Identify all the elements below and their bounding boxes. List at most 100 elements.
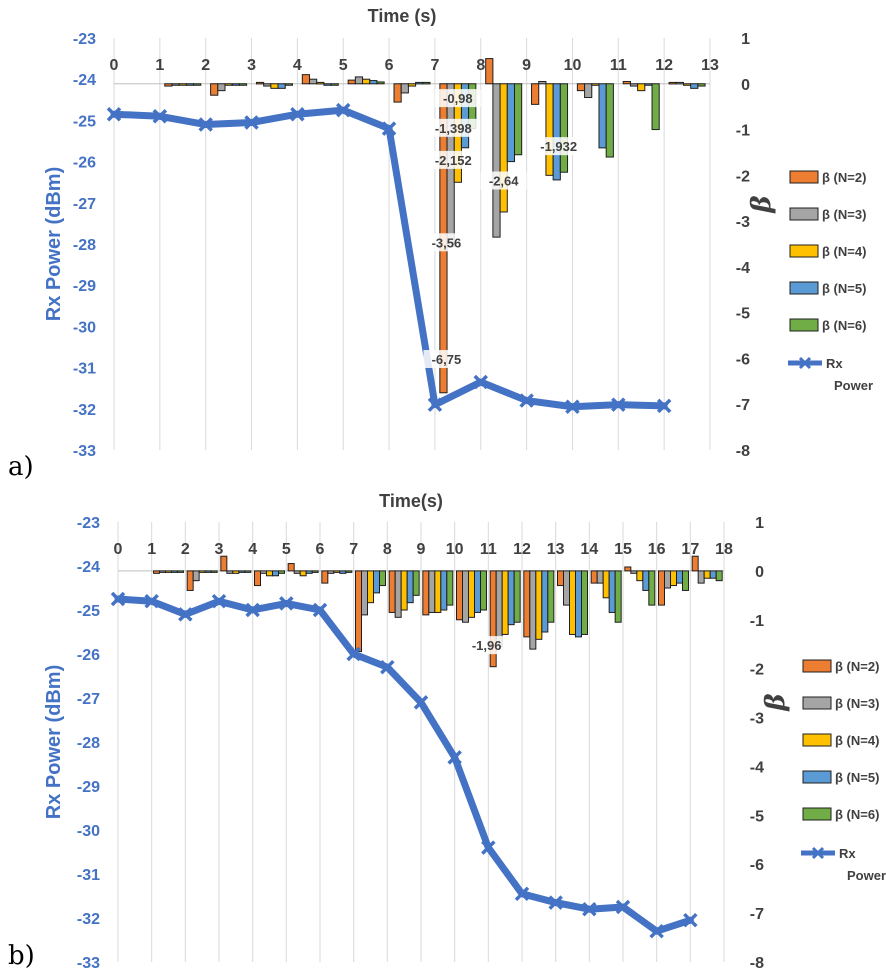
- bar--n-6-: [513, 570, 521, 623]
- bar--n-5-: [541, 570, 549, 633]
- bar--n-3-: [495, 570, 503, 648]
- bar--n-2-: [557, 570, 564, 587]
- bar--n-5-: [552, 83, 561, 181]
- y-tick-label: -26: [73, 155, 96, 172]
- bar--n-4-: [367, 570, 374, 604]
- bar--n-5-: [277, 83, 286, 89]
- bar--n-2-: [301, 74, 311, 85]
- bar--n-3-: [361, 570, 368, 616]
- data-label-bg: [423, 233, 470, 252]
- rx-power-point: [178, 607, 193, 622]
- x-tick-label: 8: [383, 541, 392, 558]
- y2-tick-label: 1: [755, 515, 764, 532]
- y-tick-label: -26: [77, 647, 100, 664]
- y-tick-label: -25: [73, 113, 96, 130]
- bar--n-3-: [462, 570, 469, 623]
- legend-swatch: [802, 770, 832, 784]
- legend-entry: β (N=4): [822, 244, 866, 259]
- bar--n-2-: [624, 566, 632, 572]
- chart-title: Time (s): [368, 6, 437, 26]
- data-label: -2,152: [435, 153, 472, 168]
- y-tick-label: -29: [77, 779, 100, 796]
- data-label: -3,56: [432, 235, 462, 250]
- rx-power-point: [473, 374, 489, 390]
- bar--n-4-: [468, 570, 475, 618]
- bar--n-5-: [185, 83, 195, 86]
- legend-entry-part: Power: [834, 378, 873, 393]
- bar--n-4-: [178, 83, 187, 86]
- chart-title: Time(s): [379, 491, 443, 511]
- bar--n-3-: [596, 570, 604, 584]
- chart-b: 0 1 2 3 4 5 6 7 8 9 10 11 12 13 14 15 16 17 18-23-24-25-26…: [8, 491, 886, 972]
- legend-entry-part: Rx: [826, 356, 843, 371]
- x-tick-label: 0: [110, 57, 119, 74]
- y-tick-label: -28: [77, 735, 100, 752]
- rx-power-point: [565, 399, 580, 414]
- y2-tick-label: -2: [750, 662, 764, 679]
- bar--n-6-: [648, 570, 656, 606]
- y-tick-label: -28: [73, 237, 96, 254]
- panel-label: a): [8, 452, 34, 482]
- bar--n-5-: [204, 570, 212, 573]
- legend-swatch: [789, 244, 819, 258]
- bar--n-6-: [284, 83, 293, 86]
- rx-power-line: [114, 595, 694, 935]
- bar--n-4-: [232, 570, 240, 574]
- bar--n-6-: [238, 83, 248, 86]
- bar--n-3-: [354, 76, 364, 85]
- bar--n-6-: [422, 81, 431, 85]
- y2-tick-label: -4: [750, 759, 764, 776]
- bar--n-2-: [393, 83, 402, 103]
- bar--n-6-: [376, 81, 385, 85]
- y2-tick-label: -3: [750, 711, 764, 728]
- y2-tick-label: -8: [736, 443, 750, 460]
- bar--n-3-: [171, 83, 180, 86]
- y2-axis-label: β: [747, 195, 777, 213]
- y-tick-label: -23: [73, 31, 96, 48]
- y2-tick-label: -7: [750, 906, 764, 923]
- x-tick-label: 4: [248, 541, 257, 558]
- y2-tick-label: -8: [750, 955, 764, 972]
- bar--n-2-: [210, 83, 219, 96]
- bar--n-3-: [309, 78, 318, 85]
- rx-power-point: [144, 593, 159, 609]
- rx-power-point: [611, 397, 626, 412]
- y2-tick-label: -3: [736, 214, 750, 231]
- bar--n-2-: [576, 83, 586, 92]
- y2-tick-label: -1: [736, 123, 750, 140]
- bar--n-2-: [388, 570, 396, 613]
- rx-power-point: [656, 398, 672, 414]
- bar--n-3-: [192, 570, 200, 582]
- bar--n-4-: [362, 78, 371, 85]
- x-tick-label: 9: [417, 541, 426, 558]
- x-tick-label: 17: [681, 541, 699, 558]
- data-label-bg: [423, 350, 470, 369]
- bar--n-5-: [369, 80, 378, 85]
- y-tick-label: -33: [77, 955, 100, 972]
- y2-tick-label: -5: [736, 306, 750, 323]
- rx-power-point: [649, 923, 664, 939]
- bar--n-6-: [682, 570, 689, 591]
- bar--n-6-: [480, 570, 487, 611]
- data-label-bg: [480, 171, 527, 190]
- rx-power-point: [519, 393, 534, 408]
- bar--n-6-: [446, 570, 454, 606]
- y-tick-label: -23: [77, 515, 100, 532]
- bar--n-2-: [220, 555, 228, 572]
- y2-tick-label: 0: [741, 77, 750, 94]
- x-tick-label: 6: [316, 541, 325, 558]
- bar--n-5-: [272, 570, 279, 577]
- data-label-bg: [463, 636, 510, 655]
- x-tick-label: 9: [522, 57, 531, 74]
- bar--n-4-: [501, 570, 509, 635]
- y-tick-label: -31: [77, 867, 100, 884]
- bar--n-2-: [658, 570, 665, 606]
- legend-entry: β (N=3): [835, 696, 879, 711]
- bar--n-5-: [709, 570, 717, 579]
- x-tick-label: 5: [282, 541, 291, 558]
- rx-power-point: [110, 591, 126, 607]
- bar--n-3-: [529, 570, 537, 650]
- bar--n-6-: [559, 83, 569, 173]
- y-tick-label: -30: [73, 319, 96, 336]
- y-tick-label: -27: [77, 691, 100, 708]
